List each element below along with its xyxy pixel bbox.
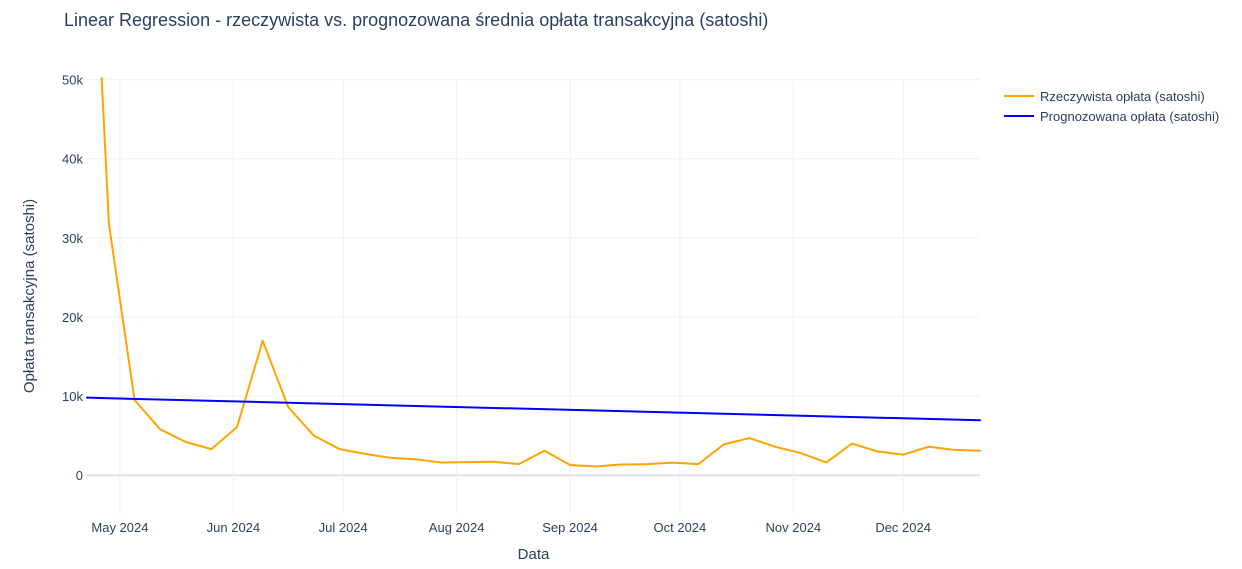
actual-fee-line xyxy=(100,77,981,468)
x-tick-label: Jun 2024 xyxy=(207,520,261,535)
y-tick-label: 0 xyxy=(76,468,83,483)
y-tick-label: 40k xyxy=(62,152,83,167)
y-axis-title: Opłata transakcyjna (satoshi) xyxy=(21,199,38,393)
x-tick-label: Jul 2024 xyxy=(319,520,368,535)
chart-title: Linear Regression - rzeczywista vs. prog… xyxy=(64,10,769,30)
legend-label: Rzeczywista opłata (satoshi) xyxy=(1040,89,1205,104)
y-tick-label: 30k xyxy=(62,231,83,246)
x-tick-label: Dec 2024 xyxy=(875,520,931,535)
y-tick-label: 10k xyxy=(62,389,83,404)
series-layer xyxy=(86,77,981,468)
x-axis-ticks: May 2024 Jun 2024 Jul 2024 Aug 2024 Sep 2024… xyxy=(91,520,931,535)
x-tick-label: May 2024 xyxy=(91,520,148,535)
x-tick-label: Oct 2024 xyxy=(654,520,707,535)
y-axis-ticks: 0 10k 20k 30k 40k 50k xyxy=(62,73,83,484)
x-axis-title: Data xyxy=(518,546,550,563)
x-tick-label: Sep 2024 xyxy=(542,520,598,535)
y-tick-label: 20k xyxy=(62,310,83,325)
x-tick-label: Aug 2024 xyxy=(429,520,485,535)
gridlines xyxy=(87,78,980,514)
x-tick-label: Nov 2024 xyxy=(766,520,822,535)
y-tick-label: 50k xyxy=(62,73,83,88)
predicted-fee-line xyxy=(86,396,981,422)
legend-label: Prognozowana opłata (satoshi) xyxy=(1040,109,1219,124)
legend: Rzeczywista opłata (satoshi) Prognozowana… xyxy=(1004,89,1219,124)
